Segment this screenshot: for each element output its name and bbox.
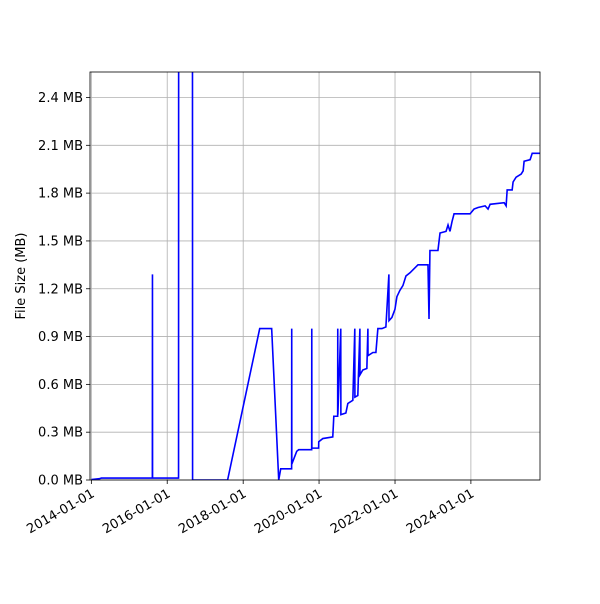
y-tick-label: 0.6 MB	[38, 378, 83, 393]
data-line	[91, 72, 540, 480]
y-tick-label: 0.9 MB	[38, 330, 83, 345]
y-tick-label: 0.0 MB	[38, 474, 83, 489]
y-tick-label: 1.2 MB	[38, 282, 83, 297]
y-tick-label: 0.3 MB	[38, 426, 83, 441]
y-tick-label: 2.4 MB	[38, 91, 83, 106]
y-tick-label: 2.1 MB	[38, 139, 83, 154]
y-tick-label: 1.5 MB	[38, 234, 83, 249]
plot-frame	[89, 71, 541, 481]
y-tick-label: 1.8 MB	[38, 187, 83, 202]
y-axis-label: File Size (MB)	[14, 233, 29, 320]
